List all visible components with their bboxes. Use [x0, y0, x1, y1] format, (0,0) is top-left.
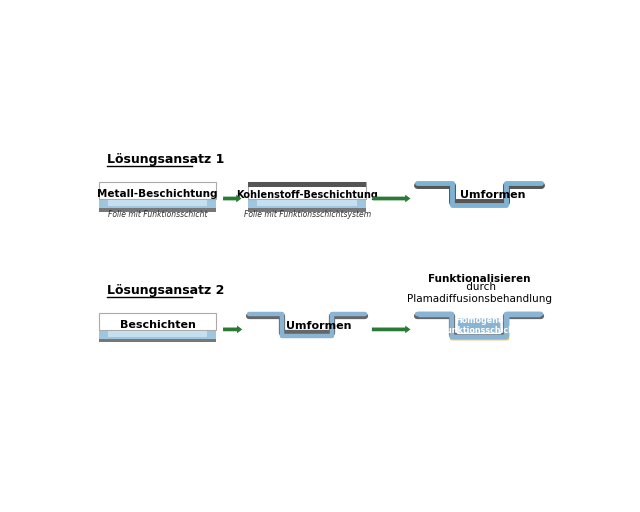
Text: Homogene
Funktionsschicht: Homogene Funktionsschicht: [441, 316, 517, 335]
Text: Metall-Beschichtung: Metall-Beschichtung: [97, 189, 218, 199]
Bar: [99, 199, 216, 208]
Text: Umformen: Umformen: [460, 190, 526, 200]
Text: Kohlenstoff-Beschichtung: Kohlenstoff-Beschichtung: [236, 189, 378, 200]
Bar: [99, 313, 216, 330]
Bar: [99, 208, 216, 211]
Bar: [248, 208, 366, 211]
Text: Folie mit Funktionsschichtsystem: Folie mit Funktionsschichtsystem: [243, 210, 371, 219]
Text: Lösungsansatz 2: Lösungsansatz 2: [107, 284, 225, 297]
Bar: [248, 199, 366, 208]
Bar: [108, 200, 207, 206]
Bar: [99, 338, 216, 343]
Text: Beschichten: Beschichten: [120, 320, 195, 330]
Bar: [99, 182, 216, 199]
FancyBboxPatch shape: [457, 317, 501, 333]
Bar: [248, 182, 366, 199]
Bar: [257, 200, 356, 206]
Text: durch
Plamadiffusionsbehandlung: durch Plamadiffusionsbehandlung: [406, 283, 552, 304]
Bar: [108, 331, 207, 337]
Text: Umformen: Umformen: [286, 322, 351, 331]
Text: Funktionalisieren: Funktionalisieren: [428, 274, 531, 284]
Polygon shape: [417, 312, 541, 339]
Bar: [248, 182, 366, 187]
Text: Folie mit Funktionsschicht: Folie mit Funktionsschicht: [108, 210, 207, 219]
Text: Lösungsansatz 1: Lösungsansatz 1: [107, 154, 225, 166]
Bar: [99, 330, 216, 338]
